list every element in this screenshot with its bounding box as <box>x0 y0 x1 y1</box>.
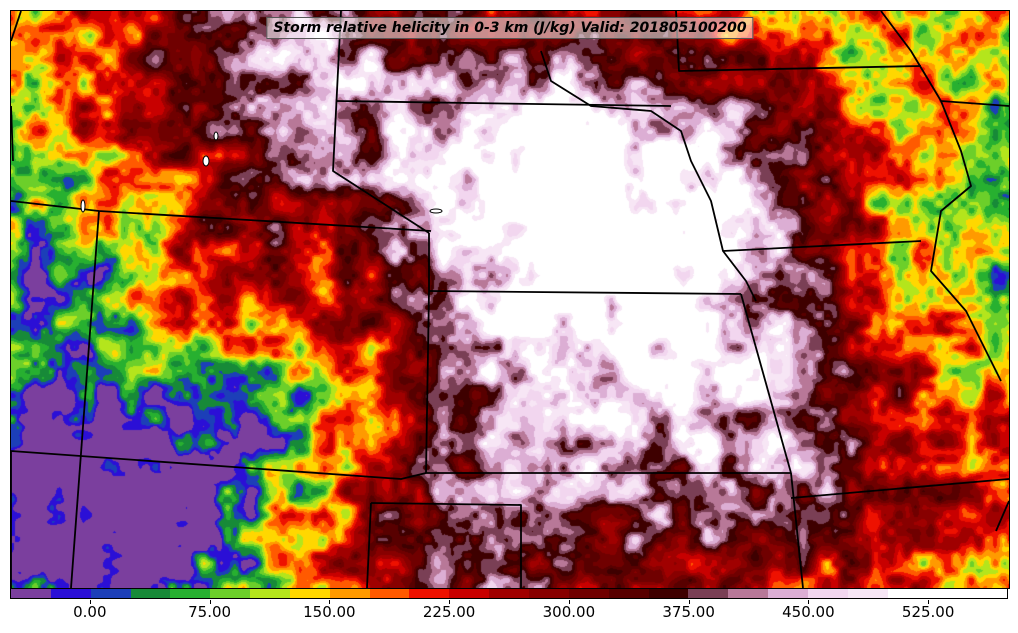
border-ok-ar <box>790 478 1009 499</box>
border-co-west <box>70 210 100 588</box>
border-ne-ks <box>428 290 742 295</box>
border-wy-north <box>11 200 432 232</box>
border-ok-east <box>790 472 804 588</box>
border-co-east <box>425 290 430 474</box>
border-ar-east <box>995 500 1009 532</box>
border-ok-panhandle <box>370 502 522 588</box>
colorbar-tick <box>688 600 690 604</box>
border-wi <box>880 11 1009 107</box>
lake-3 <box>429 208 443 214</box>
colorbar-tick-label: 0.00 <box>73 603 107 621</box>
colorbar-bin <box>369 589 410 598</box>
colorbar-tick <box>449 600 451 604</box>
colorbar-bin <box>250 589 290 598</box>
colorbar-bin <box>768 589 808 598</box>
colorbar-bin <box>90 589 131 598</box>
colorbar-tick <box>209 600 211 604</box>
colorbar-tick-label: 225.00 <box>422 603 476 621</box>
colorbar-ticks: 0.00 75.00 150.00 225.00 300.00 375.00 450.00 5… <box>10 600 1008 630</box>
colorbar-tick-label: 525.00 <box>901 603 955 621</box>
colorbar-bin <box>887 589 928 598</box>
border-nd-sd <box>335 100 672 107</box>
border-ok-west <box>366 502 372 588</box>
colorbar-bin <box>289 589 330 598</box>
colorbar-bin <box>130 589 171 598</box>
border-utah <box>11 11 22 42</box>
colorbar-tick-label: 150.00 <box>303 603 356 621</box>
border-ia-mo <box>722 240 922 252</box>
colorbar-bin <box>568 589 609 598</box>
lake-1 <box>202 155 210 167</box>
colorbar-bin <box>11 589 51 598</box>
colorbar-bin <box>528 589 569 598</box>
colorbar-bin <box>449 589 490 598</box>
colorbar-bin <box>927 589 968 598</box>
border-missouri-river <box>540 50 757 302</box>
border-co-south <box>11 450 427 480</box>
state-borders <box>11 11 1009 588</box>
colorbar-tick-label: 75.00 <box>188 603 232 621</box>
colorbar-tick-label: 375.00 <box>662 603 715 621</box>
colorbar-bin <box>210 589 251 598</box>
border-mt-nd <box>332 11 430 234</box>
colorbar-tick <box>568 600 570 604</box>
helicity-field <box>11 11 1009 588</box>
colorbar-bin <box>409 589 450 598</box>
colorbar-bin <box>329 589 370 598</box>
map-panel: Storm relative helicity in 0-3 km (J/kg)… <box>10 10 1010 589</box>
border-mississippi <box>930 100 1002 382</box>
colorbar-bin <box>489 589 529 598</box>
colorbar-bin <box>688 589 729 598</box>
colorbar-bin <box>847 589 888 598</box>
colorbar-tick <box>89 600 91 604</box>
colorbar-bin <box>170 589 211 598</box>
border-west-1 <box>11 105 14 162</box>
lake-2 <box>213 131 219 141</box>
colorbar-bin <box>608 589 649 598</box>
colorbar-bin <box>807 589 848 598</box>
border-ks-east <box>740 293 792 474</box>
colorbar-tick-label: 450.00 <box>782 603 835 621</box>
colorbar-bin <box>967 589 1008 598</box>
colorbar-bin <box>728 589 769 598</box>
colorbar-bin <box>648 589 689 598</box>
map-title: Storm relative helicity in 0-3 km (J/kg)… <box>266 17 754 39</box>
lake-4 <box>80 199 86 213</box>
colorbar-tick <box>928 600 930 604</box>
colorbar-tick <box>808 600 810 604</box>
colorbar <box>10 588 1008 599</box>
colorbar-tick <box>329 600 331 604</box>
colorbar-bin <box>50 589 91 598</box>
colorbar-tick-label: 300.00 <box>542 603 596 621</box>
